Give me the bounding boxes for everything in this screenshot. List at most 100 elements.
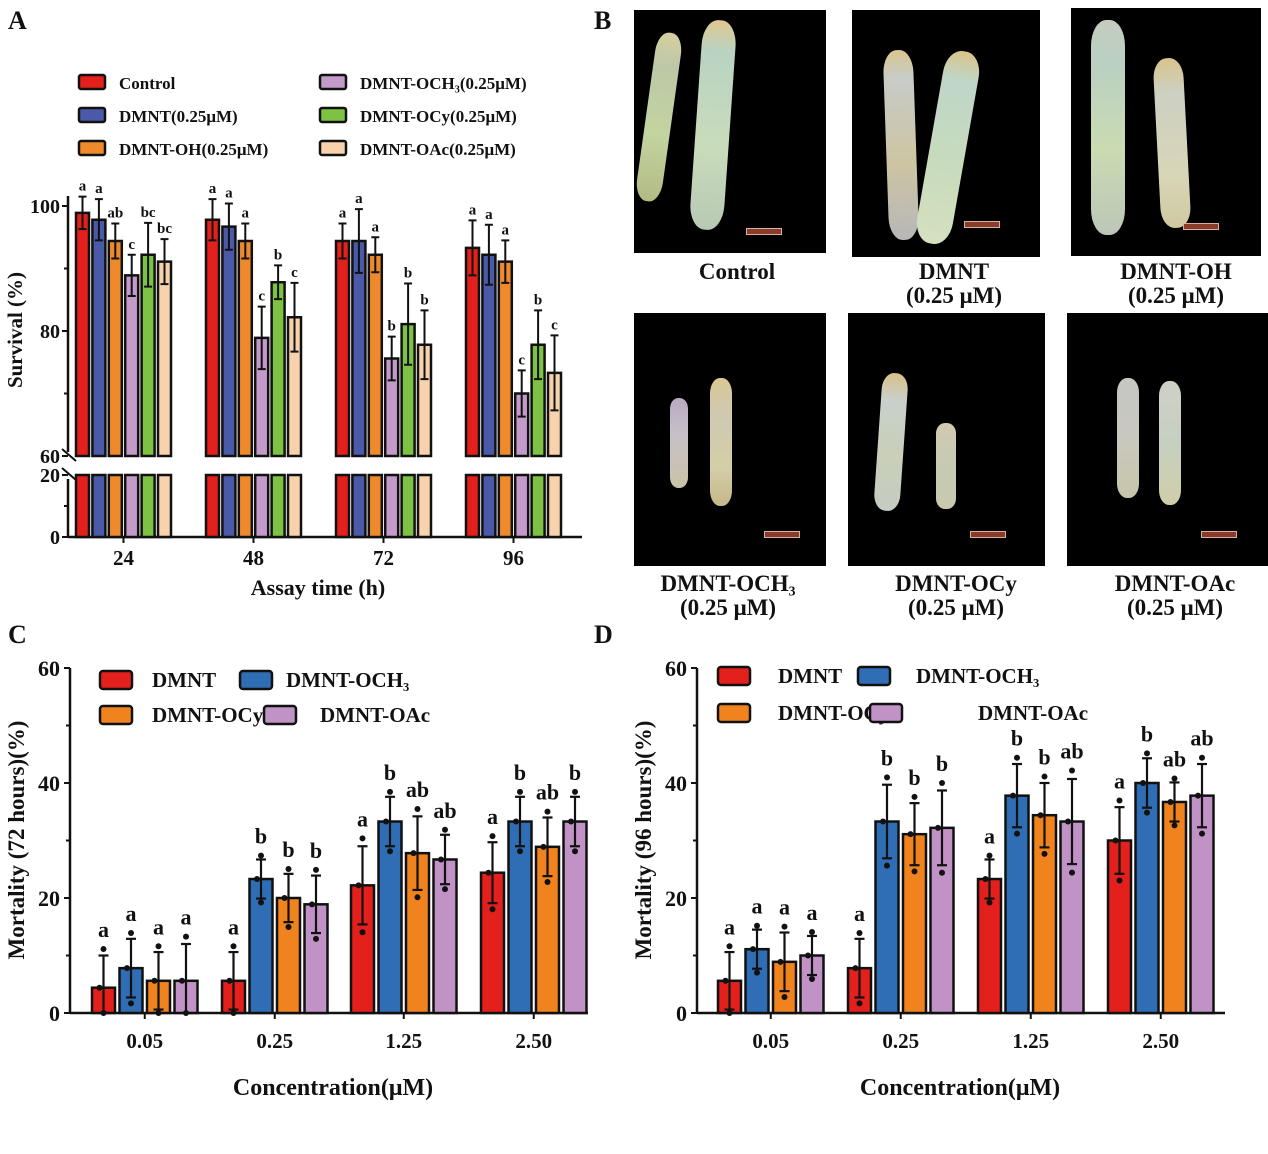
significance-letter: a (98, 917, 109, 942)
significance-letter: a (779, 895, 790, 920)
replicate-point (1014, 754, 1020, 761)
replicate-point (1037, 812, 1044, 819)
replicate-point (179, 977, 185, 984)
replicate-point (1144, 750, 1150, 757)
y-tick-label: 20 (40, 465, 60, 487)
replicate-point (100, 1010, 107, 1016)
legend-label: DMNT-OCy (152, 703, 264, 727)
x-axis-label: Concentration(μM) (233, 1075, 433, 1101)
replicate-point (781, 994, 788, 1001)
replicate-point (485, 869, 492, 876)
replicate-point (155, 943, 162, 950)
replicate-point (982, 876, 989, 883)
x-tick-label: 1.25 (1012, 1029, 1049, 1053)
significance-letter: a (153, 914, 164, 939)
replicate-point (100, 946, 107, 953)
significance-letter: a (372, 219, 380, 235)
bar-lower (204, 473, 221, 539)
x-tick-label: 2.50 (1142, 1029, 1179, 1053)
bar-lower (351, 473, 367, 539)
caption-line: Control (698, 259, 776, 284)
replicate-point (1112, 837, 1119, 844)
replicate-point (1116, 797, 1123, 804)
replicate-point (355, 882, 362, 889)
photo-caption-dmnt: DMNT (0.25 μM) (844, 260, 1064, 308)
bar-lower (253, 473, 270, 539)
significance-letter: b (534, 292, 542, 308)
caption-line: (0.25 μM) (1126, 595, 1224, 620)
significance-letter: b (514, 760, 526, 785)
bar (1161, 800, 1188, 1015)
replicate-point (544, 808, 551, 815)
replicate-point (805, 952, 811, 959)
bar-lower (74, 473, 91, 539)
replicate-point (383, 818, 389, 825)
significance-letter: b (1011, 726, 1023, 751)
larvae-photo-dmnt-och3 (634, 313, 826, 566)
legend-swatch (98, 704, 134, 726)
replicate-point (1171, 822, 1178, 829)
replicate-point (572, 848, 578, 855)
significance-letter: ab (536, 780, 559, 805)
legend-swatch (77, 106, 107, 124)
replicate-point (96, 984, 103, 991)
significance-letter: b (282, 837, 294, 862)
y-tick-label: 0 (676, 1001, 687, 1026)
replicate-point (517, 788, 523, 795)
bar-lower (91, 473, 107, 539)
legend-label: DMNT-OAc (320, 703, 430, 727)
bar-lower (464, 473, 481, 539)
significance-letter: a (209, 181, 217, 197)
replicate-point (442, 886, 448, 893)
replicate-point (438, 856, 444, 863)
replicate-point (986, 899, 993, 906)
replicate-point (856, 929, 863, 936)
significance-letter: ab (107, 206, 123, 222)
y-tick-label: 60 (38, 656, 60, 681)
replicate-point (410, 850, 417, 857)
significance-letter: c (291, 265, 298, 281)
replicate-point (414, 894, 421, 901)
significance-letter: a (228, 914, 239, 939)
significance-letter: b (274, 247, 282, 263)
replicate-point (809, 929, 815, 936)
replicate-point (1199, 754, 1205, 761)
replicate-point (258, 899, 264, 906)
larvae-photo-control (634, 10, 826, 253)
y-tick-label: 20 (665, 886, 687, 911)
y-axis-label: Survival (%) (3, 272, 27, 388)
significance-letter: a (984, 824, 995, 849)
replicate-point (285, 923, 292, 930)
y-tick-label: 60 (665, 656, 687, 681)
bar-lower (383, 473, 400, 539)
significance-letter: a (181, 905, 192, 930)
replicate-point (781, 923, 788, 930)
panel-letter-b: B (594, 6, 612, 35)
replicate-point (183, 1010, 189, 1016)
replicate-point (1167, 798, 1174, 805)
replicate-point (155, 1010, 162, 1016)
legend-label: DMNT(0.25μM) (119, 107, 238, 126)
y-axis-label: Mortality (72 hours)(%) (4, 721, 29, 960)
significance-letter: b (569, 760, 581, 785)
replicate-point (226, 977, 233, 984)
replicate-point (128, 929, 134, 936)
panel-letter-c: C (8, 620, 27, 649)
replicate-point (1065, 818, 1071, 825)
significance-letter: a (79, 179, 87, 195)
y-tick-label: 40 (38, 771, 60, 796)
larvae-photo-dmnt-oac (1067, 313, 1268, 566)
caption-line: DMNT-OAc (1114, 571, 1236, 596)
bar (1134, 781, 1160, 1015)
x-tick-label: 48 (243, 546, 264, 570)
significance-letter: c (128, 237, 135, 253)
replicate-point (387, 788, 393, 795)
y-tick-label: 60 (40, 446, 60, 468)
y-tick-label: 0 (49, 1001, 60, 1026)
x-axis-label: Assay time (h) (251, 575, 385, 600)
bar-lower (156, 473, 173, 539)
caption-line: DMNT (918, 259, 990, 284)
replicate-point (935, 824, 941, 831)
significance-letter: a (126, 901, 137, 926)
